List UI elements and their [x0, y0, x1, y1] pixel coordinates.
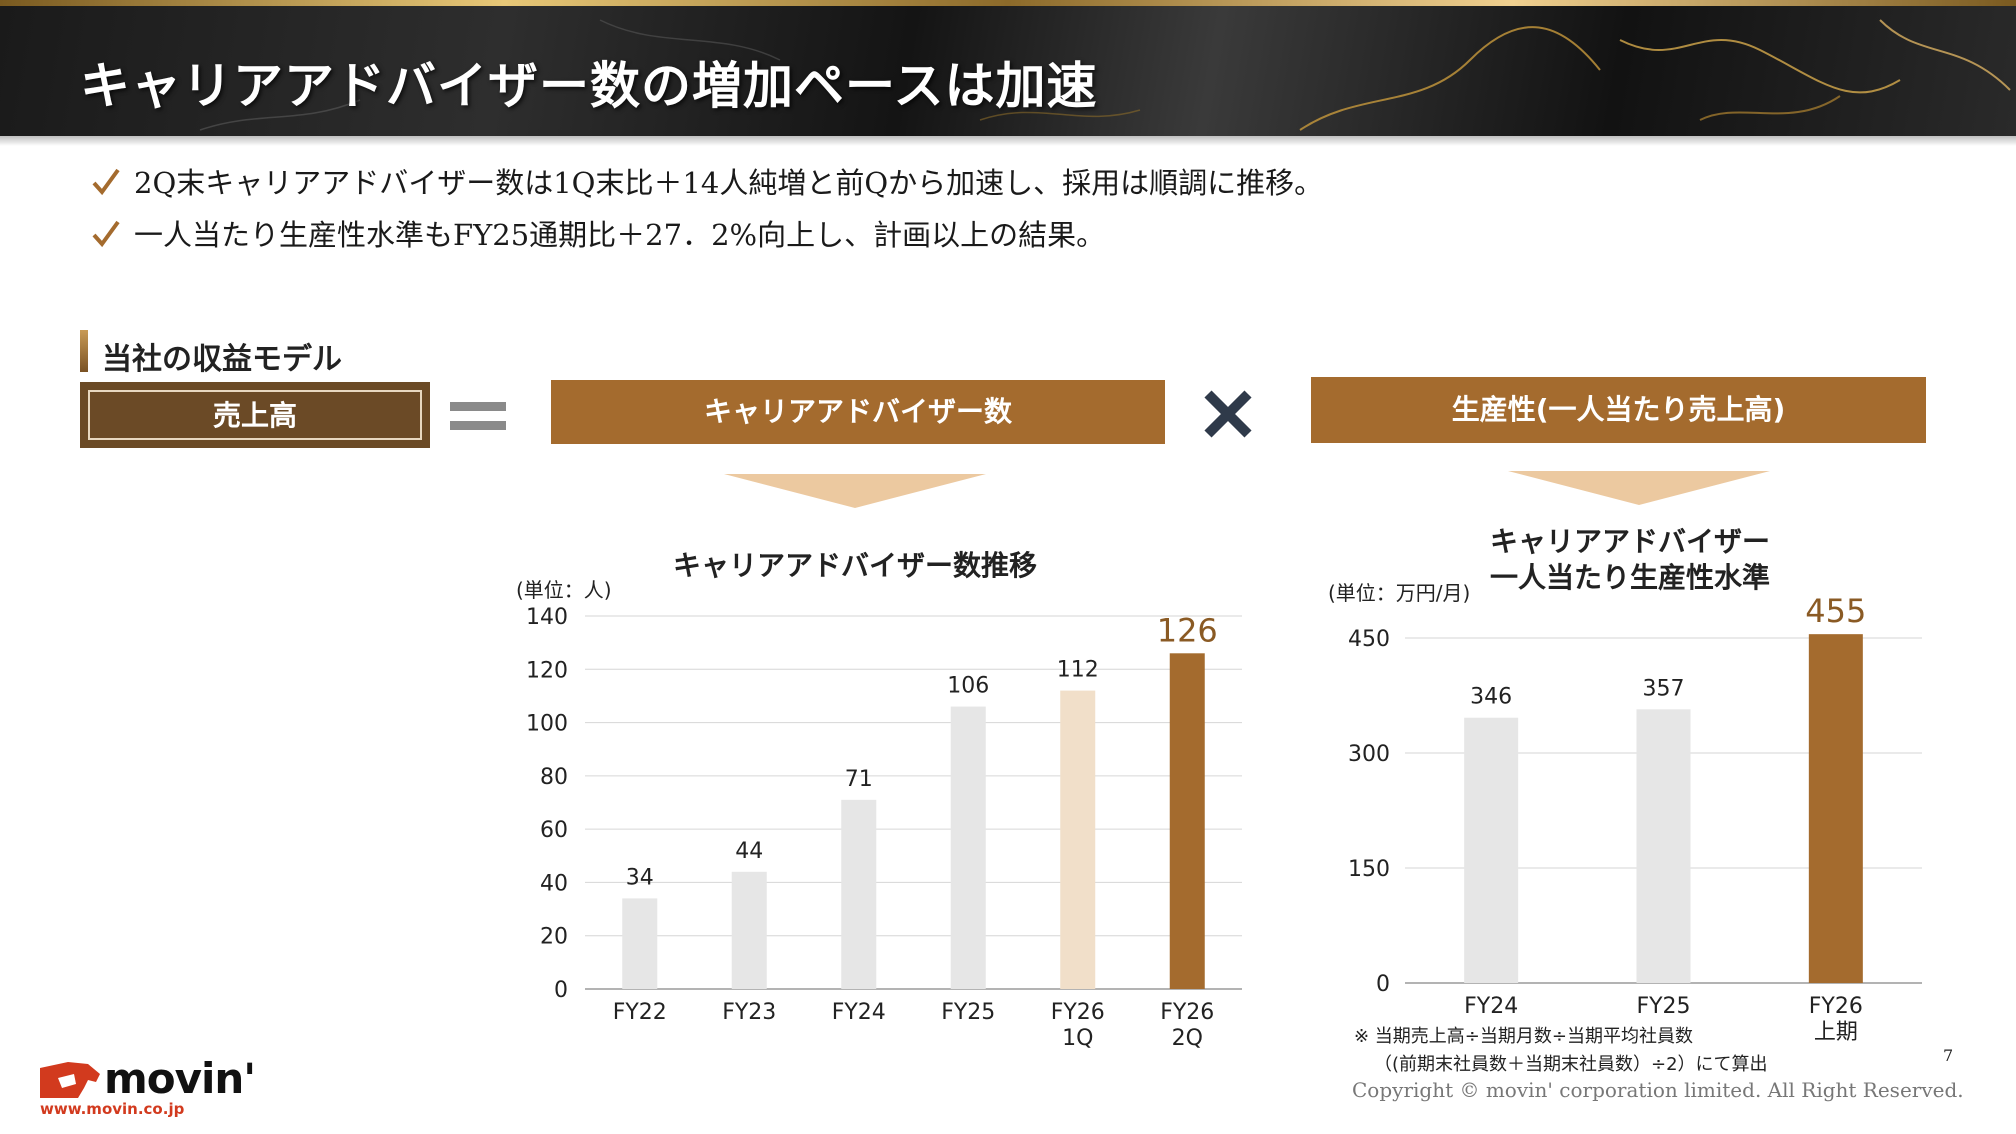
slide-title: キャリアアドバイザー数の増加ペースは加速: [80, 56, 1098, 115]
bullet-1-text: 2Q末キャリアアドバイザー数は1Q末比＋14人純増と前Qから加速し、採用は順調に…: [134, 166, 1324, 200]
bar: [1636, 709, 1691, 983]
right-chart-title-line2: 一人当たり生産性水準: [1489, 561, 1770, 594]
data-label: 357: [1643, 676, 1685, 701]
right-chart-unit: (単位：万円/月): [1328, 581, 1471, 605]
bar: [950, 706, 986, 989]
bullet-2-text: 一人当たり生産性水準もFY25通期比＋27．2%向上し、計画以上の結果。: [134, 218, 1106, 252]
sales-label: 売上高: [212, 399, 297, 432]
section-marker: [80, 330, 88, 372]
footnote-line2: （(前期末社員数＋当期末社員数）÷2）にて算出: [1374, 1054, 1768, 1075]
equals-icon-bottom: [450, 421, 506, 430]
x-tick-label: FY26: [1809, 994, 1863, 1019]
left-chart-title: キャリアアドバイザー数推移: [672, 549, 1037, 582]
header-banner: [0, 0, 2016, 136]
x-tick-label: FY26: [1051, 1000, 1105, 1025]
x-tick-label: 2Q: [1172, 1026, 1203, 1051]
x-tick-label: 上期: [1814, 1020, 1858, 1045]
y-tick-label: 450: [1348, 627, 1390, 652]
x-tick-label: FY23: [722, 1000, 776, 1025]
data-label: 34: [626, 865, 654, 890]
y-tick-label: 150: [1348, 857, 1390, 882]
bar: [1464, 717, 1519, 983]
y-tick-label: 20: [540, 925, 568, 950]
bar: [841, 799, 877, 989]
page-number: 7: [1943, 1046, 1954, 1065]
x-tick-label: 1Q: [1062, 1026, 1093, 1051]
y-tick-label: 60: [540, 818, 568, 843]
bullet-2: 一人当たり生産性水準もFY25通期比＋27．2%向上し、計画以上の結果。: [92, 212, 1105, 254]
bar: [1808, 634, 1863, 983]
y-tick-label: 100: [526, 712, 568, 737]
right-chart-title-line1: キャリアアドバイザー: [1489, 525, 1770, 558]
footnote-line1: ※ 当期売上高÷当期月数÷当期平均社員数: [1354, 1026, 1693, 1047]
y-tick-label: 80: [540, 765, 568, 790]
header-shadow: [0, 136, 2016, 146]
x-tick-label: FY26: [1160, 1000, 1214, 1025]
x-tick-label: FY22: [613, 1000, 667, 1025]
equals-icon-top: [450, 402, 506, 411]
y-tick-label: 140: [526, 605, 568, 630]
logo-text: movin': [104, 1054, 256, 1103]
check-icon: [92, 168, 120, 196]
data-label: 112: [1057, 658, 1099, 683]
data-label: 71: [845, 767, 873, 792]
check-icon: [92, 220, 120, 248]
y-tick-label: 120: [526, 658, 568, 683]
x-tick-label: FY24: [1464, 994, 1518, 1019]
copyright: Copyright © movin' corporation limited. …: [1352, 1078, 1964, 1102]
data-label: 44: [735, 839, 763, 864]
productivity-box: 生産性(一人当たり売上高): [1311, 377, 1926, 443]
bar: [731, 871, 767, 989]
bar: [1060, 690, 1096, 989]
advisors-box: キャリアアドバイザー数: [551, 380, 1165, 444]
y-tick-label: 0: [1376, 972, 1390, 997]
data-label: 106: [947, 674, 989, 699]
down-arrow-left: [724, 474, 986, 508]
x-tick-label: FY24: [832, 1000, 886, 1025]
left-chart-unit: (単位：人): [516, 578, 612, 602]
section-label: 当社の収益モデル: [102, 342, 342, 377]
data-label: 126: [1157, 611, 1218, 649]
x-tick-label: FY25: [941, 1000, 995, 1025]
down-arrow-right: [1508, 471, 1770, 505]
multiply-icon: [1204, 390, 1252, 438]
logo-url: www.movin.co.jp: [40, 1100, 185, 1118]
header-gold-line: [0, 0, 2016, 6]
bullet-1: 2Q末キャリアアドバイザー数は1Q末比＋14人純増と前Qから加速し、採用は順調に…: [92, 160, 1323, 202]
rhino-logo-icon: [40, 1062, 100, 1098]
x-tick-label: FY25: [1636, 994, 1690, 1019]
data-label: 346: [1470, 685, 1512, 710]
y-tick-label: 300: [1348, 742, 1390, 767]
bar: [1169, 653, 1205, 989]
y-tick-label: 0: [554, 978, 568, 1003]
data-label: 455: [1805, 592, 1866, 630]
sales-box: [80, 382, 430, 448]
y-tick-label: 40: [540, 871, 568, 896]
marble-texture: [199, 19, 2011, 131]
bar: [622, 898, 658, 989]
sales-box-inner-border: [88, 390, 422, 440]
